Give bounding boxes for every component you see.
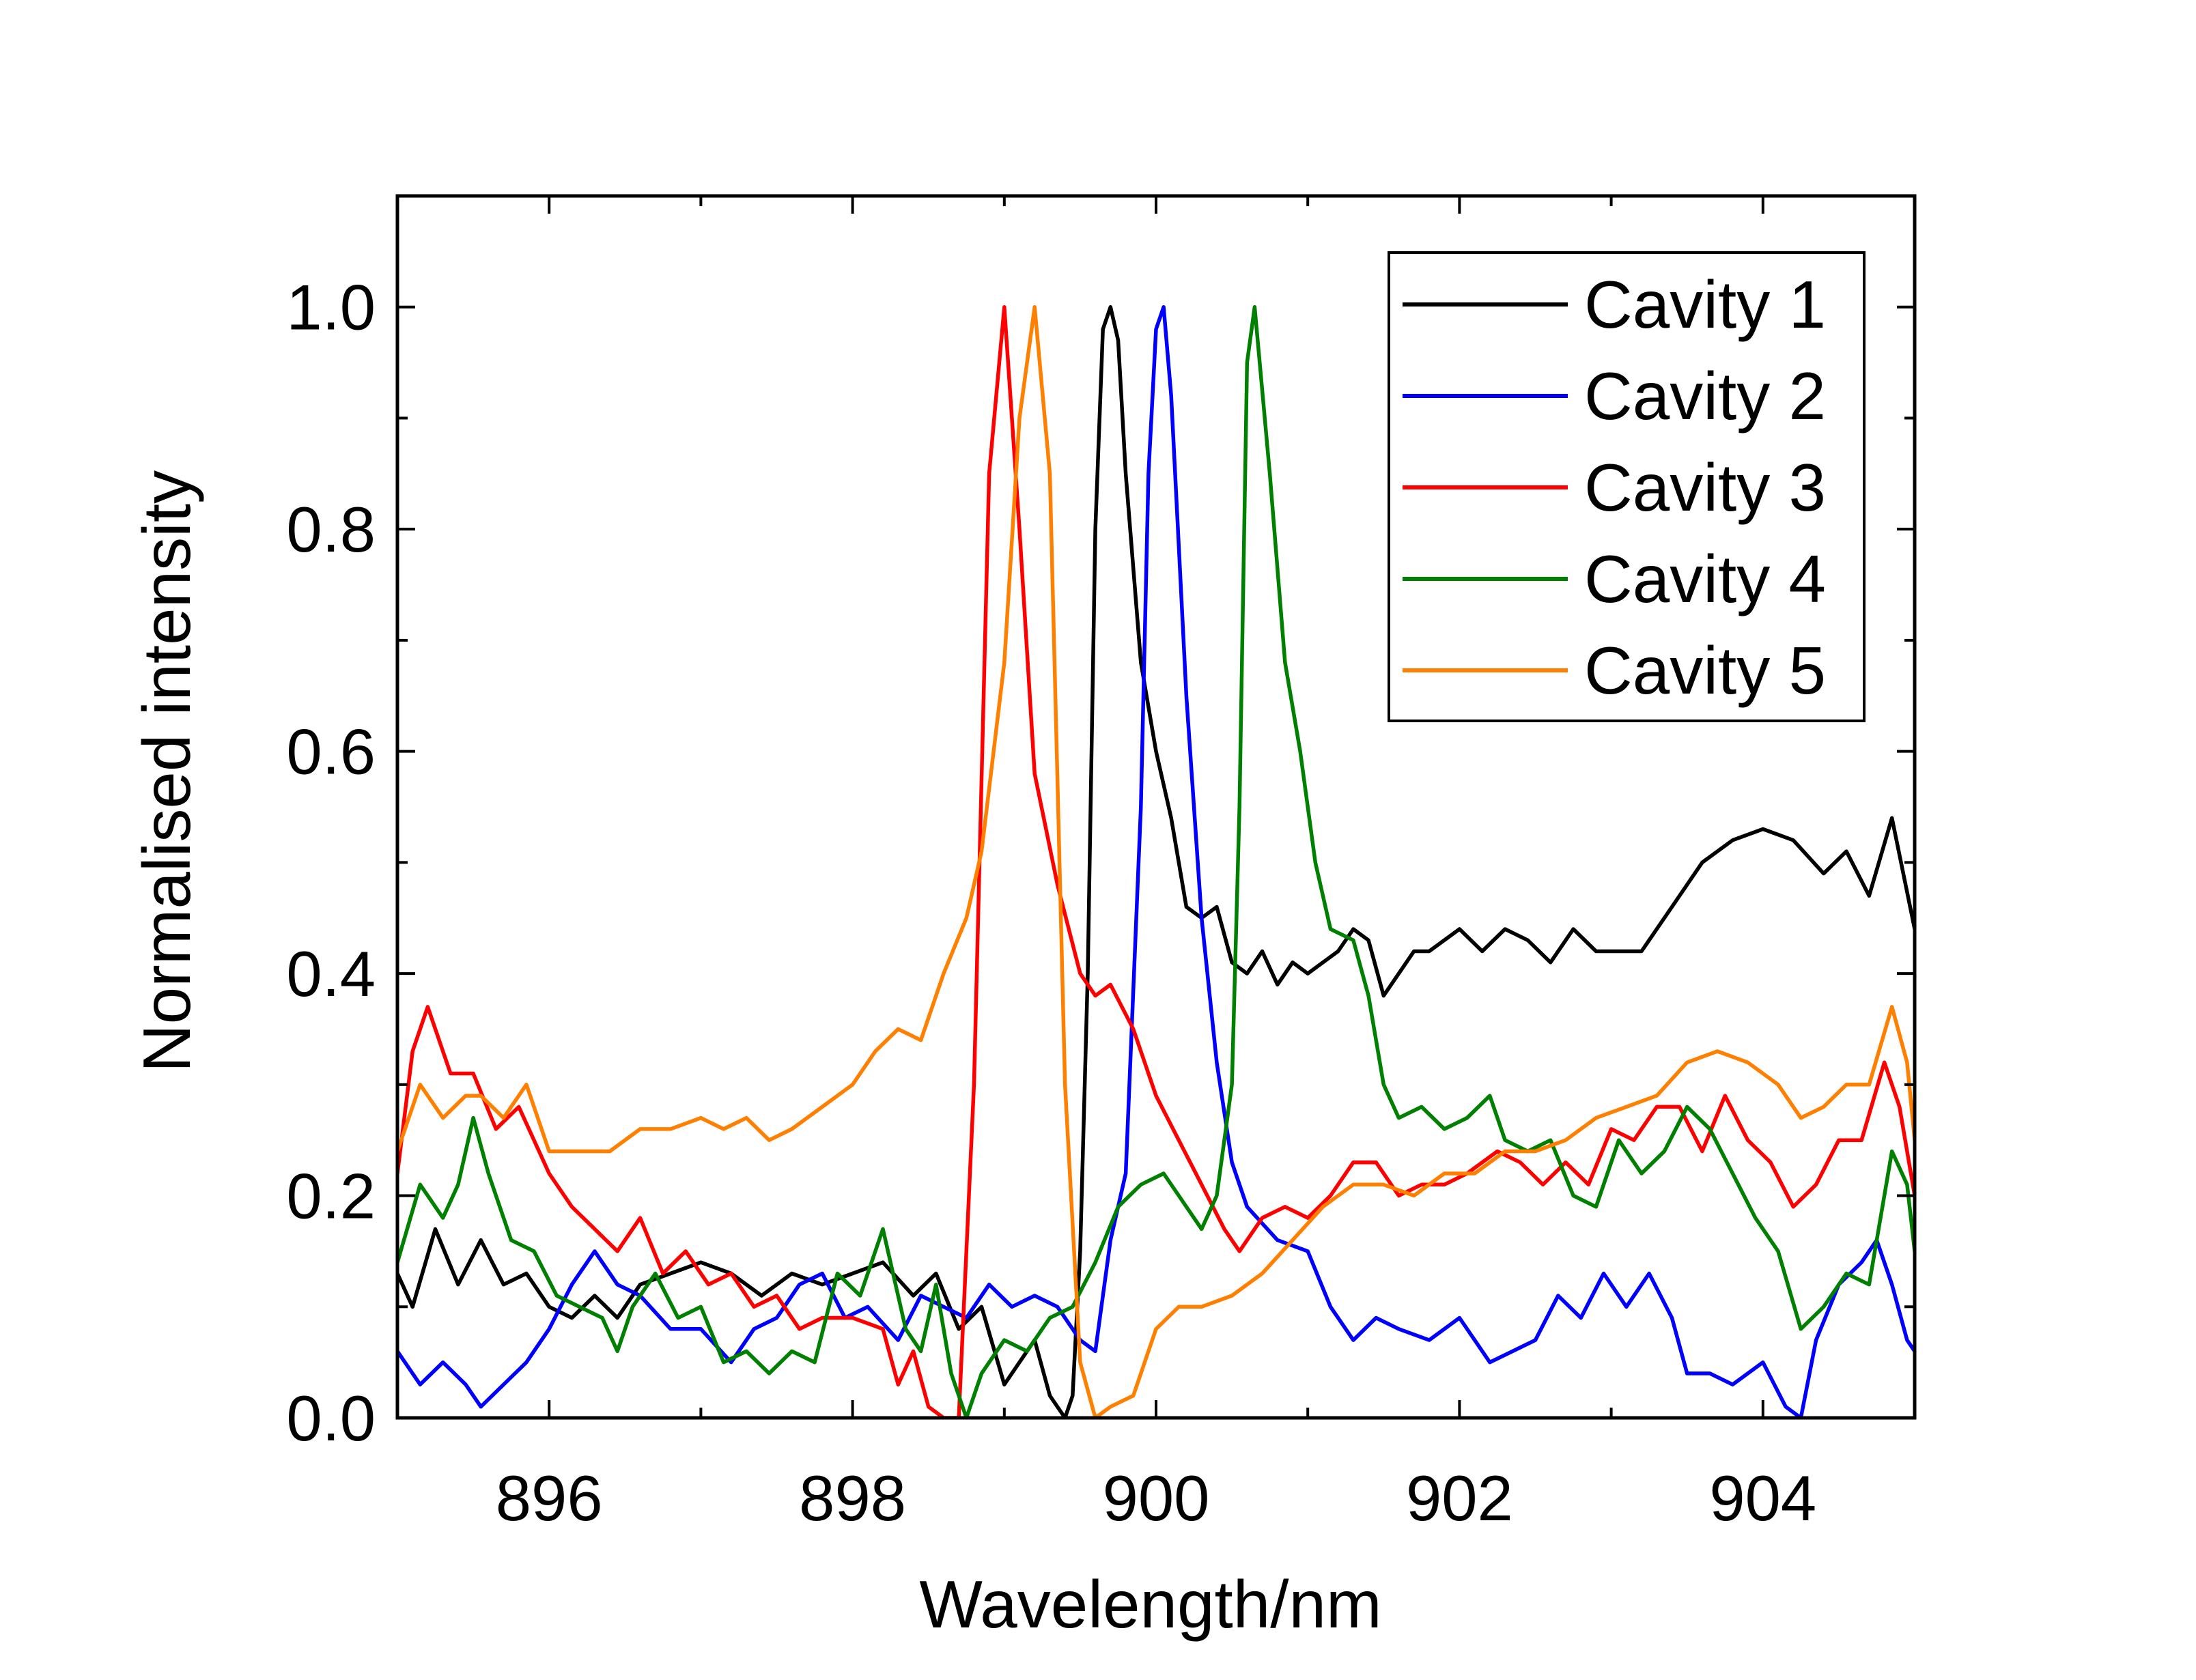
x-tick-label: 904 xyxy=(1709,1462,1816,1534)
y-tick-label: 0.4 xyxy=(286,938,376,1010)
y-tick-label: 1.0 xyxy=(286,272,376,343)
legend-label-cavity-4: Cavity 4 xyxy=(1584,541,1826,616)
series-line-cavity-2 xyxy=(397,304,1915,1418)
x-tick-label: 896 xyxy=(496,1462,603,1534)
legend-label-cavity-1: Cavity 1 xyxy=(1584,267,1826,342)
x-tick-label: 902 xyxy=(1406,1462,1513,1534)
y-tick-label: 0.8 xyxy=(286,494,376,565)
legend-label-cavity-3: Cavity 3 xyxy=(1584,450,1826,525)
series-line-cavity-4 xyxy=(397,304,1915,1418)
x-axis: 896 898 900 902 904 xyxy=(396,196,1916,1534)
series-line-cavity-1 xyxy=(397,304,1915,1418)
y-tick-label: 0.6 xyxy=(286,716,376,788)
legend-label-cavity-5: Cavity 5 xyxy=(1584,633,1826,708)
x-tick-label: 898 xyxy=(799,1462,906,1534)
y-axis-label: Normalised intensity xyxy=(129,470,204,1072)
series-line-cavity-5 xyxy=(397,304,1915,1418)
legend: Cavity 1 Cavity 2 Cavity 3 Cavity 4 Cavity 5 xyxy=(1388,251,1866,722)
x-tick-label: 900 xyxy=(1103,1462,1210,1534)
series-line-cavity-3 xyxy=(397,304,1915,1418)
x-axis-label: Wavelength/nm xyxy=(919,1567,1381,1642)
y-tick-label: 0.0 xyxy=(286,1382,376,1454)
y-tick-label: 0.2 xyxy=(286,1161,376,1232)
y-axis: 0.0 0.2 0.4 0.6 0.8 1.0 xyxy=(286,195,1915,1454)
legend-label-cavity-2: Cavity 2 xyxy=(1584,358,1826,433)
series-layer xyxy=(397,304,1915,1418)
